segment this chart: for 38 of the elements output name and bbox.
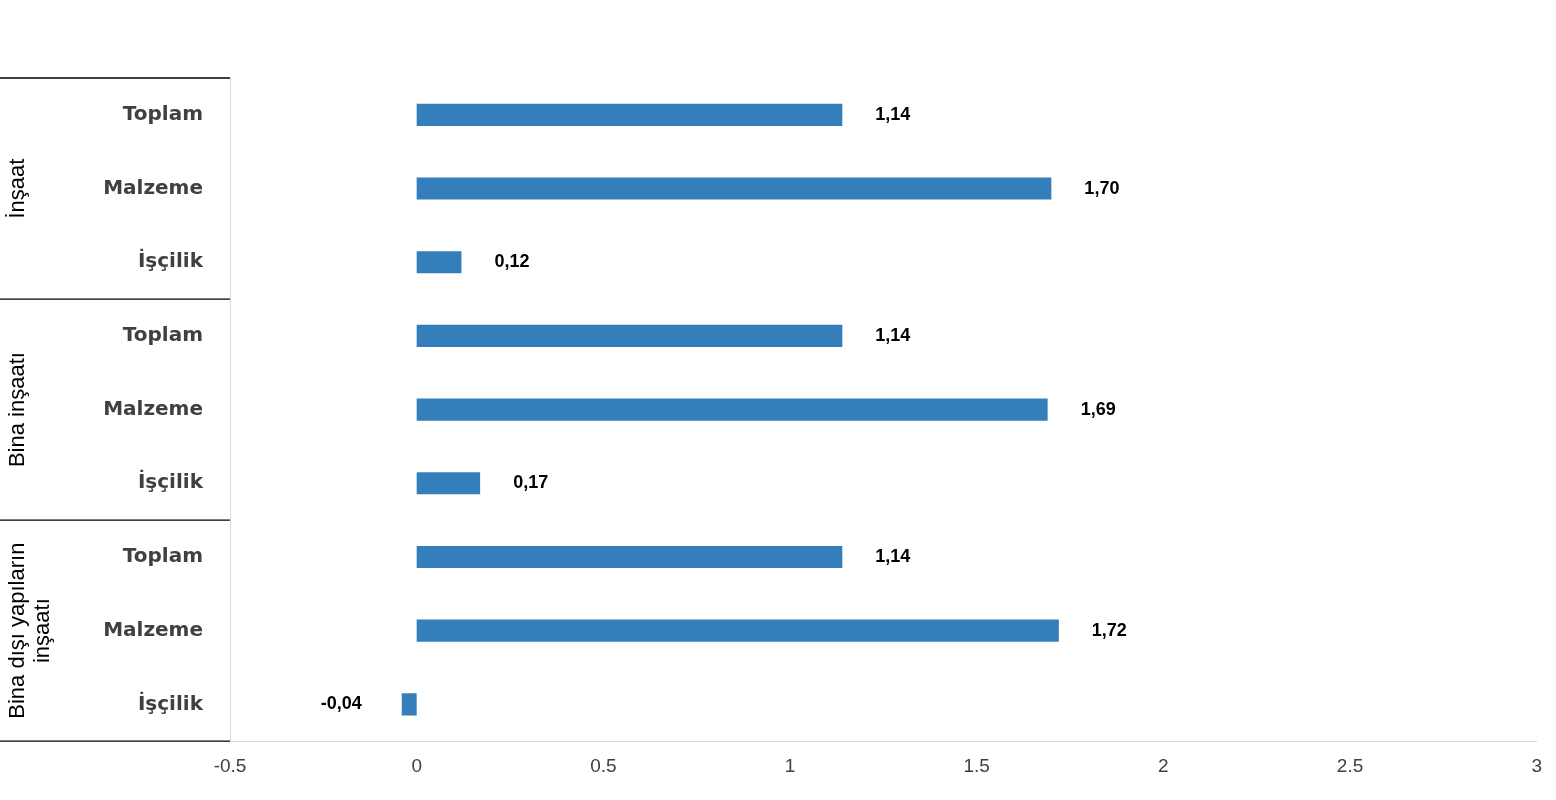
y-tick-label: Toplam	[122, 101, 203, 126]
x-tick-label: 1	[784, 754, 796, 776]
bar	[416, 472, 481, 495]
x-tick-label: 2.5	[1336, 754, 1364, 776]
data-label: 0,12	[494, 251, 530, 272]
bar	[416, 324, 843, 347]
text: İnşaat	[4, 158, 30, 219]
x-tick-label: -0.5	[213, 754, 247, 776]
y-tick-label: Malzeme	[103, 616, 203, 641]
y-tick-label: Malzeme	[103, 395, 203, 420]
y-tick-label: Toplam	[122, 322, 203, 347]
y-tick-label: Toplam	[122, 543, 203, 568]
data-label: 1,14	[875, 324, 911, 345]
text: Bina inşaatı	[4, 352, 30, 468]
data-label: 0,17	[513, 472, 549, 493]
data-label: 1,14	[875, 103, 911, 124]
data-label: 1,14	[875, 545, 911, 566]
y-tick-label: İşçilik	[137, 690, 204, 715]
data-label: -0,04	[320, 693, 362, 714]
x-tick-label: 0.5	[590, 754, 617, 776]
bar	[416, 103, 843, 126]
bar	[416, 177, 1052, 200]
bar	[401, 693, 417, 716]
data-label: 1,69	[1080, 398, 1116, 419]
y-tick-label: Malzeme	[103, 174, 203, 199]
text: Bina dışı yapıların inşaatı	[3, 542, 54, 719]
y-tick-label: İşçilik	[137, 248, 204, 273]
bar	[416, 545, 843, 569]
data-label: 1,72	[1091, 619, 1127, 640]
y-tick-label: İşçilik	[137, 469, 204, 494]
x-tick-label: 2	[1158, 754, 1169, 776]
bar	[416, 251, 462, 274]
x-tick-label: 3	[1531, 754, 1543, 776]
bar	[416, 619, 1059, 642]
bar	[416, 398, 1048, 421]
x-tick-label: 1.5	[963, 754, 990, 776]
x-tick-label: 0	[411, 754, 422, 776]
data-label: 1,70	[1084, 177, 1120, 198]
